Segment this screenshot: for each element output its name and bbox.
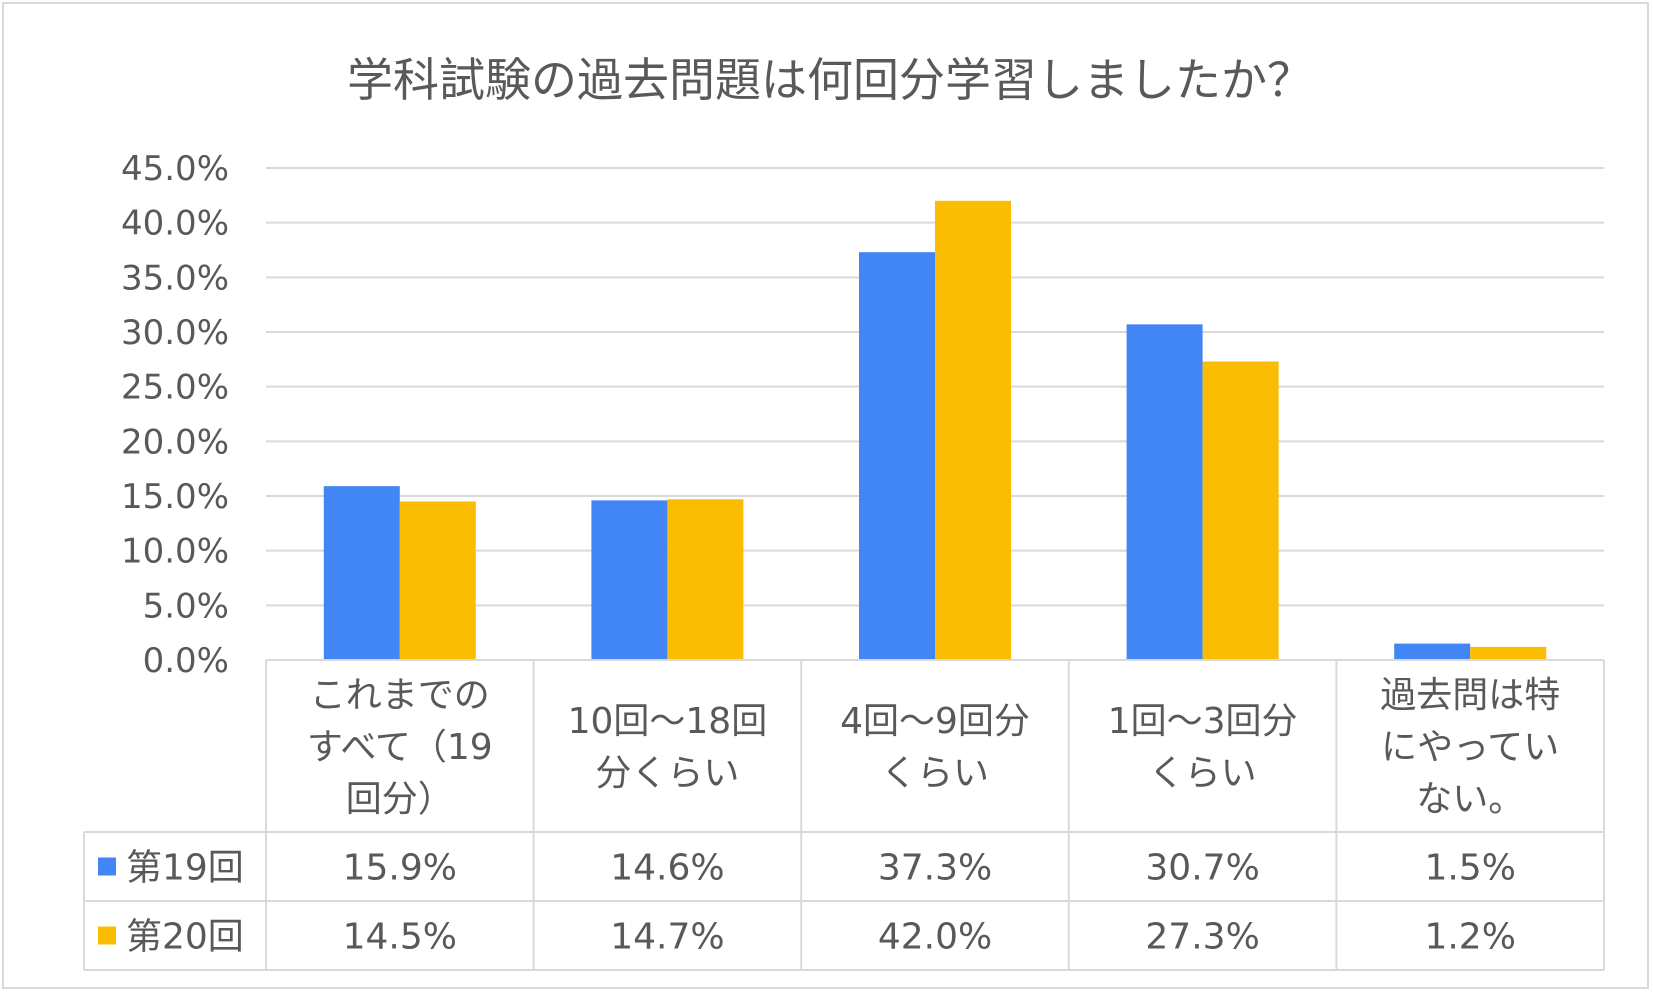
bar-series1	[591, 500, 668, 660]
y-tick-label: 30.0%	[121, 313, 229, 353]
y-tick-label: 40.0%	[121, 204, 229, 244]
bar-series2	[399, 501, 476, 660]
bar-series2	[667, 499, 744, 660]
x-category-label: 4回～9回分	[840, 701, 1030, 742]
x-category-label: くらい	[1149, 753, 1257, 794]
bar-series1	[323, 486, 400, 660]
chart-title: 学科試験の過去問題は何回分学習しましたか？	[347, 53, 1313, 107]
data-table-value: 14.7%	[610, 917, 724, 958]
x-category-label: すべて（19	[307, 727, 493, 768]
y-tick-label: 35.0%	[121, 258, 229, 298]
y-tick-label: 45.0%	[121, 149, 229, 189]
bar-chart: 学科試験の過去問題は何回分学習しましたか？ 0.0% 5.0% 10.0% 15.0%…	[83, 53, 1605, 971]
legend-label: 第19回	[126, 848, 244, 889]
data-table-value: 14.5%	[343, 917, 457, 958]
data-table-value: 14.6%	[610, 848, 724, 889]
x-category-label: 回分）	[346, 779, 454, 820]
bars	[323, 200, 1547, 661]
data-table-value: 42.0%	[878, 917, 992, 958]
bar-series2	[1202, 361, 1279, 660]
y-tick-label: 15.0%	[121, 477, 229, 517]
y-tick-label: 0.0%	[143, 641, 229, 681]
bar-series2	[935, 200, 1011, 661]
y-axis-tick-labels: 0.0% 5.0% 10.0% 15.0% 20.0% 25.0% 30.0% 35.0% 40…	[121, 149, 229, 681]
bar-series1	[1394, 643, 1471, 660]
x-category-label: にやってい	[1381, 727, 1559, 768]
bar-series2	[1470, 646, 1547, 660]
bar-series1	[1126, 324, 1203, 660]
x-category-label: ない。	[1416, 779, 1524, 820]
data-table-value: 1.2%	[1424, 917, 1515, 958]
data-table-value: 37.3%	[878, 848, 992, 889]
legend-swatch	[98, 926, 116, 945]
x-category-label: くらい	[881, 753, 989, 794]
data-table-value: 15.9%	[343, 848, 457, 889]
y-tick-label: 25.0%	[121, 368, 229, 408]
data-table: これまでのすべて（19回分）10回～18回分くらい4回～9回分くらい1回～3回分…	[83, 659, 1605, 971]
x-category-label: 過去問は特	[1380, 675, 1560, 716]
y-tick-label: 10.0%	[121, 532, 229, 572]
x-category-label: これまでの	[310, 675, 490, 716]
x-category-label: 10回～18回	[568, 701, 768, 742]
bar-series1	[859, 252, 935, 661]
y-tick-label: 5.0%	[143, 586, 229, 626]
legend-label: 第20回	[126, 917, 244, 958]
x-category-label: 分くらい	[595, 753, 739, 794]
x-category-label: 1回～3回分	[1108, 701, 1298, 742]
data-table-value: 27.3%	[1145, 917, 1259, 958]
legend-swatch	[98, 857, 116, 876]
data-table-value: 1.5%	[1424, 848, 1515, 889]
y-tick-label: 20.0%	[121, 422, 229, 462]
data-table-value: 30.7%	[1145, 848, 1259, 889]
